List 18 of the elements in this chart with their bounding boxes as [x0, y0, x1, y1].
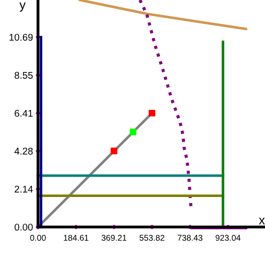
point — [148, 110, 156, 116]
x-tick-label: 184.61 — [64, 234, 88, 241]
x-tick-label: 738.43 — [178, 234, 202, 241]
y-tick-label: 4.28 — [14, 148, 33, 155]
x-axis-title: x — [258, 218, 265, 224]
point — [110, 148, 118, 154]
y-tick-label: 0.00 — [14, 224, 33, 231]
x-tick-label: 553.82 — [140, 234, 164, 241]
y-tick-label: 10.69 — [10, 34, 33, 41]
y-axis-title: y — [19, 2, 26, 12]
x-tick-label: 923.04 — [216, 234, 240, 241]
y-tick-label: 2.14 — [14, 186, 33, 193]
x-tick-label: 0.00 — [30, 234, 46, 241]
y-tick-label: 6.41 — [14, 110, 33, 117]
y-tick-label: 8.55 — [14, 72, 33, 79]
point — [130, 128, 136, 136]
x-tick-label: 369.21 — [102, 234, 126, 241]
line-series — [78, 0, 248, 30]
